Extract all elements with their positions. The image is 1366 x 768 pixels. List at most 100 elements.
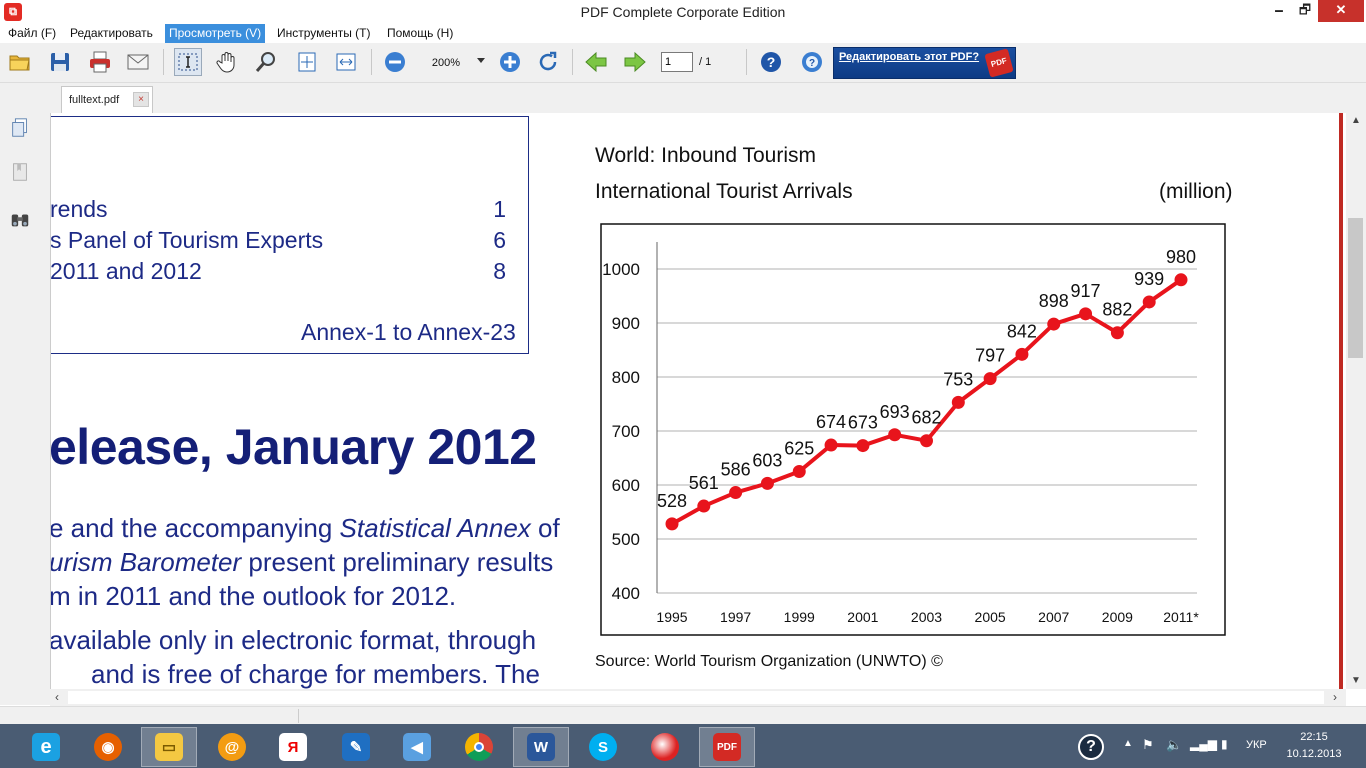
- data-point: [1142, 295, 1156, 309]
- horizontal-scroll-thumb[interactable]: [68, 691, 1324, 704]
- tool-app-icon[interactable]: ✎: [328, 727, 384, 767]
- game-app-icon[interactable]: [637, 727, 693, 767]
- close-button[interactable]: ✕: [1318, 0, 1364, 22]
- data-label: 797: [975, 346, 1005, 366]
- data-point: [1110, 326, 1124, 340]
- language-indicator[interactable]: УКР: [1246, 739, 1267, 751]
- y-tick-label: 900: [612, 314, 640, 333]
- volume-icon[interactable]: 🔈: [1166, 737, 1183, 752]
- file-explorer-icon[interactable]: ▭: [141, 727, 197, 767]
- horizontal-scrollbar[interactable]: ‹ ›: [50, 689, 1346, 706]
- firefox-icon[interactable]: ◉: [80, 727, 136, 767]
- fit-width-icon[interactable]: [332, 48, 360, 76]
- toc-entry: s Panel of Tourism Experts: [50, 227, 324, 253]
- help-tray-icon[interactable]: ?: [1078, 734, 1104, 760]
- x-tick-label: 1997: [720, 609, 751, 625]
- toolbar: 200% ? ?: [0, 43, 1366, 83]
- svg-text:?: ?: [809, 58, 815, 69]
- x-tick-label: 1995: [656, 609, 687, 625]
- scroll-right-icon[interactable]: ›: [1333, 690, 1337, 704]
- skype-icon[interactable]: S: [575, 727, 631, 767]
- data-label: 882: [1102, 300, 1132, 320]
- mail-agent-icon[interactable]: @: [204, 727, 260, 767]
- network-icon[interactable]: ▂▄▆: [1190, 737, 1217, 751]
- text-select-icon[interactable]: [174, 48, 202, 76]
- data-label: 561: [689, 473, 719, 493]
- tab-label: fulltext.pdf: [69, 94, 120, 106]
- menu-view[interactable]: Просмотреть (V): [165, 24, 266, 43]
- word-icon[interactable]: W: [513, 727, 569, 767]
- body-text-line: and is free of charge for members. The: [91, 659, 540, 689]
- zoom-out-icon[interactable]: [381, 48, 409, 76]
- pdf-complete-taskbar-icon[interactable]: PDF: [699, 727, 755, 767]
- clock-date[interactable]: 10.12.2013: [1286, 748, 1342, 760]
- chrome-icon[interactable]: [451, 727, 507, 767]
- fit-page-icon[interactable]: [293, 48, 321, 76]
- save-icon[interactable]: [46, 48, 74, 76]
- document-tab[interactable]: fulltext.pdf ×: [61, 86, 153, 113]
- hand-tool-icon[interactable]: [213, 48, 241, 76]
- y-tick-label: 800: [612, 368, 640, 387]
- search-panel-icon[interactable]: [7, 207, 33, 233]
- zoom-level[interactable]: 200%: [431, 57, 461, 69]
- toc-page-number: 1: [493, 196, 506, 222]
- next-page-icon[interactable]: [621, 48, 649, 76]
- data-point: [792, 465, 806, 478]
- menu-help[interactable]: Помощь (H): [387, 26, 454, 40]
- pages-panel-icon[interactable]: [7, 115, 33, 141]
- minimize-button[interactable]: 🗕: [1274, 2, 1284, 17]
- update-help-icon[interactable]: ?: [798, 48, 826, 76]
- print-icon[interactable]: [86, 48, 114, 76]
- yandex-icon[interactable]: Я: [265, 727, 321, 767]
- data-label: 625: [784, 439, 814, 459]
- vertical-scrollbar[interactable]: ▲ ▼: [1346, 113, 1366, 689]
- menu-file[interactable]: Файл (F): [8, 26, 57, 40]
- internet-explorer-icon[interactable]: e: [18, 727, 74, 767]
- app-icon[interactable]: ⧉: [4, 3, 22, 21]
- page-number-input[interactable]: 1: [661, 52, 693, 72]
- clock-time[interactable]: 22:15: [1300, 731, 1328, 743]
- menu-edit[interactable]: Редактировать: [70, 26, 153, 40]
- data-label: 898: [1039, 291, 1069, 311]
- scroll-left-icon[interactable]: ‹: [55, 690, 59, 704]
- svg-text:?: ?: [767, 54, 776, 70]
- tray-expand-icon[interactable]: ▲: [1123, 738, 1133, 749]
- edit-pdf-link[interactable]: Редактировать этот PDF?: [838, 51, 980, 63]
- zoom-tool-icon[interactable]: [252, 48, 280, 76]
- open-folder-icon[interactable]: [6, 48, 34, 76]
- y-tick-label: 400: [612, 584, 640, 603]
- data-point: [697, 499, 711, 513]
- edit-pdf-banner[interactable]: Редактировать этот PDF? PDF: [833, 47, 1016, 79]
- vertical-scroll-thumb[interactable]: [1348, 218, 1363, 358]
- data-point: [920, 434, 933, 448]
- y-tick-label: 500: [612, 530, 640, 549]
- data-point: [856, 439, 870, 453]
- scroll-up-icon[interactable]: ▲: [1351, 115, 1361, 126]
- flag-icon[interactable]: ⚑: [1142, 737, 1154, 752]
- scroll-down-icon[interactable]: ▼: [1351, 675, 1361, 686]
- maximize-button[interactable]: 🗗: [1298, 2, 1312, 17]
- chart-unit-label: (million): [1159, 180, 1233, 203]
- y-tick-label: 1000: [602, 260, 640, 279]
- toolbar-separator: [163, 49, 164, 75]
- data-label: 528: [657, 491, 687, 511]
- bookmarks-panel-icon[interactable]: [7, 159, 33, 185]
- body-text-line: available only in electronic format, thr…: [50, 625, 537, 655]
- chevron-down-icon[interactable]: [477, 58, 485, 63]
- toolbar-separator: [572, 49, 573, 75]
- previous-page-icon[interactable]: [582, 48, 610, 76]
- x-tick-label: 2009: [1102, 609, 1133, 625]
- tab-close-icon[interactable]: ×: [133, 92, 149, 107]
- sound-app-icon[interactable]: ◀: [389, 727, 445, 767]
- menu-tools[interactable]: Инструменты (T): [277, 26, 371, 40]
- x-tick-label: 2005: [975, 609, 1006, 625]
- page-edge-marker: [1339, 113, 1343, 689]
- toc-entry: 2011 and 2012: [50, 258, 202, 284]
- battery-icon[interactable]: ▮: [1221, 737, 1228, 751]
- rotate-icon[interactable]: [534, 48, 562, 76]
- data-point: [1047, 317, 1061, 331]
- email-icon[interactable]: [124, 48, 152, 76]
- help-icon[interactable]: ?: [757, 48, 785, 76]
- tab-bar: [50, 83, 1366, 113]
- zoom-in-icon[interactable]: [496, 48, 524, 76]
